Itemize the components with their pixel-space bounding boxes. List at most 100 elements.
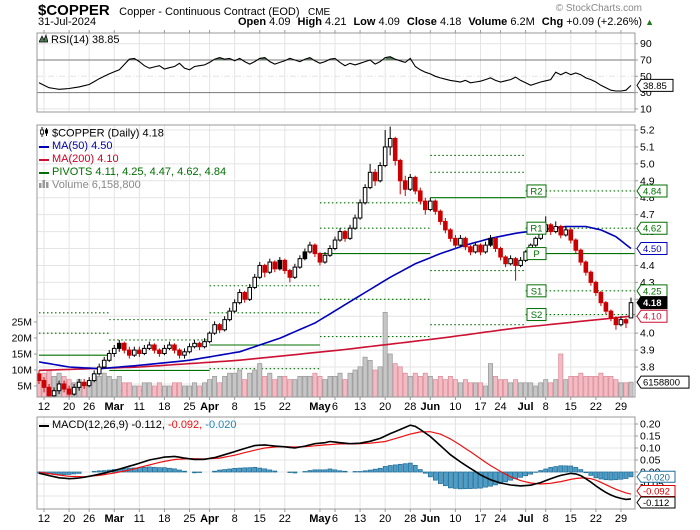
quote-low-label: Low: [353, 16, 376, 28]
svg-text:22: 22: [279, 513, 291, 525]
quote-high-label: High: [297, 16, 322, 28]
rsi-line: [38, 56, 632, 92]
macd-legend-name: MACD(12,26,9): [52, 419, 129, 431]
svg-text:4.9: 4.9: [640, 175, 655, 187]
svg-text:8: 8: [232, 513, 238, 525]
svg-text:70: 70: [640, 55, 652, 67]
main-price-panel: 5.25.15.04.94.84.74.64.54.44.34.24.14.03…: [12, 124, 690, 413]
chart-header: $COPPER Copper - Continuous Contract (EO…: [38, 2, 698, 19]
svg-text:6: 6: [332, 401, 338, 413]
svg-text:0.05: 0.05: [640, 455, 661, 467]
symbol-ticker: $COPPER: [38, 2, 110, 19]
rsi-legend: RSI(14) 38.85: [38, 34, 120, 46]
svg-text:Apr: Apr: [200, 401, 220, 413]
ma50-legend-label: MA(50) 4.50: [52, 140, 113, 152]
svg-text:10M: 10M: [12, 365, 32, 377]
svg-text:20M: 20M: [12, 333, 32, 345]
ma50-line-icon: [39, 140, 49, 152]
svg-text:-0.112: -0.112: [643, 498, 669, 509]
svg-text:R1: R1: [530, 224, 542, 235]
svg-text:15: 15: [254, 401, 266, 413]
svg-text:18: 18: [158, 513, 170, 525]
svg-text:25: 25: [183, 513, 195, 525]
quote-chg-value: +0.09 (+2.26%): [563, 16, 643, 28]
svg-text:5.2: 5.2: [640, 125, 655, 137]
svg-text:25: 25: [183, 401, 195, 413]
svg-text:26: 26: [83, 513, 95, 525]
svg-text:10: 10: [449, 513, 461, 525]
macd-panel: 0.200.150.100.050.00-0.05-0.10-0.020-0.0…: [36, 416, 676, 525]
svg-text:12: 12: [38, 401, 50, 413]
svg-text:0.10: 0.10: [640, 443, 661, 455]
svg-text:4.84: 4.84: [643, 186, 662, 197]
macd-signal-line: [38, 431, 632, 495]
svg-text:3.8: 3.8: [640, 362, 655, 374]
svg-text:P: P: [533, 249, 539, 260]
svg-text:17: 17: [474, 401, 486, 413]
svg-text:4.18: 4.18: [643, 298, 662, 309]
svg-text:28: 28: [404, 513, 416, 525]
quote-close-value: 4.18: [436, 16, 462, 28]
svg-text:Mar: Mar: [104, 513, 124, 525]
change-up-arrow-icon: ▲: [645, 17, 654, 27]
svg-text:R2: R2: [530, 186, 542, 197]
volume-bars-icon: [39, 179, 49, 191]
rsi-legend-label: RSI(14) 38.85: [51, 34, 120, 46]
svg-text:Jun: Jun: [421, 513, 441, 525]
svg-text:S1: S1: [531, 286, 543, 297]
ma200-legend-label: MA(200) 4.10: [52, 153, 119, 165]
volume-legend: Volume 6,158,800: [39, 179, 141, 191]
quote-high-value: 4.21: [321, 16, 347, 28]
svg-text:20: 20: [63, 401, 75, 413]
quote-low-value: 4.09: [375, 16, 400, 28]
volume-legend-label: Volume 6,158,800: [52, 179, 141, 191]
svg-text:22: 22: [590, 401, 602, 413]
svg-text:90: 90: [640, 38, 652, 50]
svg-text:4.50: 4.50: [643, 244, 662, 255]
svg-text:18: 18: [158, 401, 170, 413]
svg-text:3.9: 3.9: [640, 345, 655, 357]
main-legend-symbol-label: $COPPER (Daily) 4.18: [52, 127, 164, 140]
svg-text:10: 10: [449, 401, 461, 413]
svg-text:11: 11: [134, 401, 145, 413]
svg-text:4.4: 4.4: [640, 260, 655, 272]
svg-text:6: 6: [332, 513, 338, 525]
ma200-line: [38, 315, 632, 372]
svg-text:29: 29: [615, 513, 627, 525]
quote-row: Open 4.09 High 4.21 Low 4.09 Close 4.18 Volu…: [231, 16, 654, 28]
symbol-description: Copper - Continuous Contract (EOD): [119, 6, 300, 18]
quote-volume-label: Volume: [468, 16, 508, 28]
svg-text:Jun: Jun: [421, 401, 441, 413]
svg-text:Jul: Jul: [518, 401, 534, 413]
svg-text:29: 29: [615, 401, 627, 413]
svg-text:Mar: Mar: [104, 401, 124, 413]
svg-text:4.0: 4.0: [640, 328, 655, 340]
svg-text:8: 8: [232, 401, 238, 413]
macd-signal-value: -0.092,: [164, 419, 203, 431]
svg-text:0.15: 0.15: [640, 431, 661, 443]
svg-text:5M: 5M: [17, 381, 32, 393]
macd-hist-value: -0.020: [202, 419, 237, 431]
candlestick-icon: [39, 127, 49, 140]
svg-text:8: 8: [543, 513, 549, 525]
quote-chg-label: Chg: [541, 16, 564, 28]
quote-open-value: 4.09: [266, 16, 291, 28]
exchange-label: CME: [307, 7, 331, 18]
svg-text:30: 30: [640, 87, 652, 99]
svg-text:0.20: 0.20: [640, 419, 661, 431]
svg-text:38.85: 38.85: [643, 81, 667, 92]
svg-text:11: 11: [134, 513, 145, 525]
svg-text:15: 15: [565, 513, 577, 525]
svg-text:17: 17: [474, 513, 486, 525]
svg-text:4.7: 4.7: [640, 209, 655, 221]
svg-text:13: 13: [354, 513, 366, 525]
pivots-legend-label: PIVOTS 4.11, 4.25, 4.47, 4.62, 4.84: [52, 166, 227, 178]
svg-text:4.10: 4.10: [643, 312, 662, 323]
svg-text:5.0: 5.0: [640, 158, 655, 170]
svg-text:4.62: 4.62: [643, 224, 662, 235]
svg-text:15: 15: [565, 401, 577, 413]
svg-text:20: 20: [379, 401, 391, 413]
macd-line: [38, 424, 632, 501]
